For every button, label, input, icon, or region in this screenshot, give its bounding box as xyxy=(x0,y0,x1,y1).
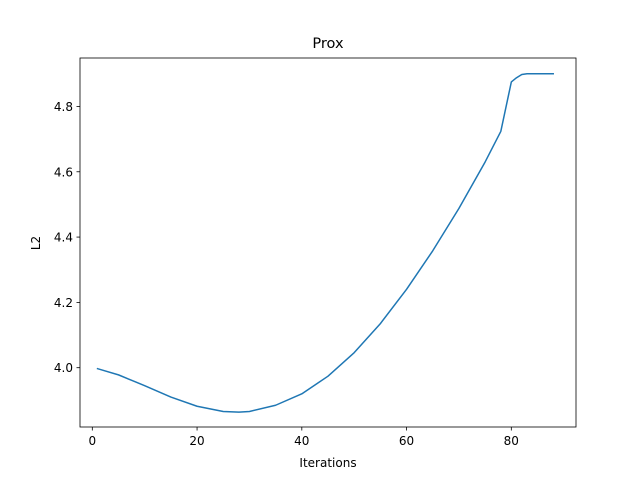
x-tick-label: 80 xyxy=(504,434,519,448)
y-tick-label: 4.6 xyxy=(54,165,73,179)
y-tick-label: 4.2 xyxy=(54,296,73,310)
y-axis-label: L2 xyxy=(29,236,43,250)
x-tick-label: 40 xyxy=(294,434,309,448)
y-tick-label: 4.8 xyxy=(54,100,73,114)
x-axis-label: Iterations xyxy=(299,456,356,470)
y-tick-label: 4.0 xyxy=(54,361,73,375)
series-line xyxy=(96,73,554,413)
x-tick-label: 20 xyxy=(189,434,204,448)
chart-title: Prox xyxy=(312,36,344,52)
y-tick-label: 4.4 xyxy=(54,231,73,245)
x-tick-label: 0 xyxy=(88,434,96,448)
axes-frame xyxy=(79,57,577,428)
axes: 0 20 40 60 80 4.0 4.2 4.4 4.6 4.8 xyxy=(54,57,577,448)
x-tick-label: 60 xyxy=(399,434,414,448)
plot-area xyxy=(96,73,554,413)
